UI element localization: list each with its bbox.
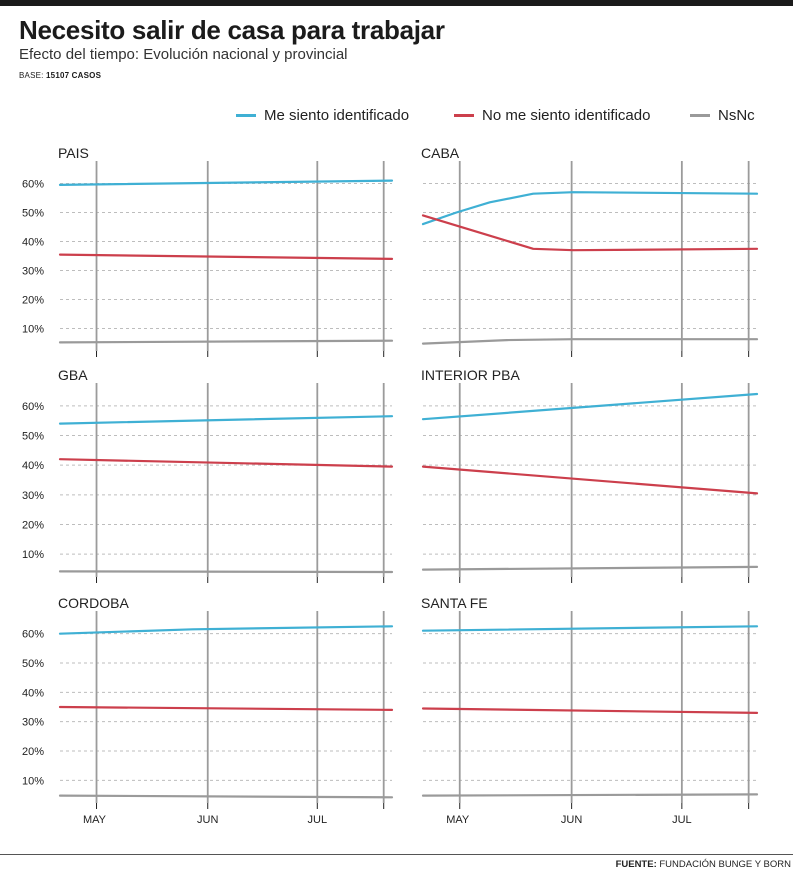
series-line-nsnc [421,793,759,797]
legend-item-identificado: Me siento identificado [236,105,409,125]
panel-title: CABA [421,145,460,161]
source-note: FUENTE: FUNDACIÓN BUNGE Y BORN [616,859,791,870]
y-tick-label: 50% [22,208,44,220]
y-tick-label: 40% [22,687,44,699]
legend-label-nsnc: NsNc [718,106,755,124]
y-tick-label: 10% [22,324,44,336]
top-bar [0,0,793,6]
series-line-identificado [421,191,759,226]
panel-title: PAIS [58,145,89,161]
page-subtitle: Efecto del tiempo: Evolución nacional y … [19,46,348,63]
y-tick-label: 40% [22,237,44,249]
y-tick-label: 30% [22,490,44,502]
legend-swatch-identificado [236,113,256,117]
legend-label-identificado: Me siento identificado [264,106,410,124]
y-tick-label: 60% [22,401,44,413]
y-tick-label: 40% [22,460,44,472]
series-line-nsnc [421,338,759,345]
series-line-no-identificado [58,458,394,468]
base-note: BASE: 15107 CASOS [19,71,101,80]
legend-label-no-identificado: No me siento identificado [482,106,651,124]
series-line-nsnc [421,565,759,571]
series-line-no-identificado [421,707,759,714]
panel-title: SANTA FE [421,595,488,611]
y-tick-label: 30% [22,717,44,729]
series-line-nsnc [58,570,394,574]
legend-item-no-identificado: No me siento identificado [454,105,650,125]
series-line-identificado [421,625,759,632]
series-line-nsnc [58,794,394,799]
y-tick-label: 20% [22,520,44,532]
legend-swatch-no-identificado [454,113,474,117]
footer-rule [0,854,793,855]
series-line-nsnc [58,339,394,344]
series-line-no-identificado [58,705,394,711]
y-tick-label: 30% [22,266,44,278]
y-tick-label: 50% [22,658,44,670]
base-label: BASE: [19,71,44,80]
series-line-identificado [58,625,394,635]
y-tick-label: 50% [22,431,44,443]
panel-title: INTERIOR PBA [421,367,520,383]
x-tick-label: JUN [561,814,582,826]
y-tick-label: 60% [22,179,44,191]
source-value: FUNDACIÓN BUNGE Y BORN [659,859,791,870]
series-line-no-identificado [421,465,759,495]
panel-title: CORDOBA [58,595,129,611]
series-line-no-identificado [58,253,394,260]
x-tick-label: JUL [672,814,692,826]
y-tick-label: 20% [22,746,44,758]
legend-swatch-nsnc [690,113,710,117]
y-tick-label: 60% [22,629,44,641]
x-tick-label: MAY [446,814,470,826]
legend-item-nsnc: NsNc [690,105,755,125]
panel-title: GBA [58,367,88,383]
series-line-identificado [421,392,759,421]
series-line-identificado [58,179,394,186]
x-tick-label: MAY [83,814,107,826]
source-label: FUENTE: [615,859,657,870]
series-line-no-identificado [421,214,759,252]
x-tick-label: JUN [197,814,218,826]
y-tick-label: 20% [22,295,44,307]
x-tick-label: JUL [308,814,328,826]
page-title: Necesito salir de casa para trabajar [19,15,445,45]
y-tick-label: 10% [22,775,44,787]
base-value: 15107 CASOS [46,71,102,80]
series-line-identificado [58,415,394,425]
y-tick-label: 10% [22,549,44,561]
